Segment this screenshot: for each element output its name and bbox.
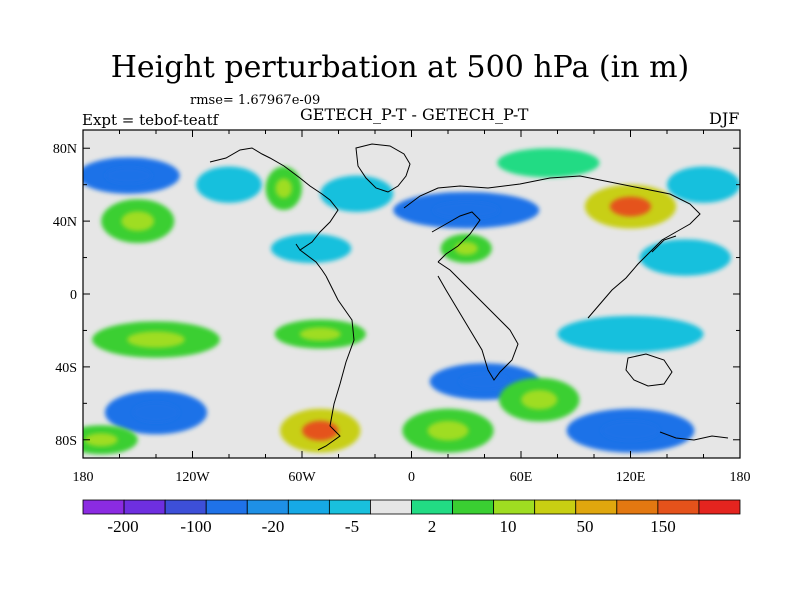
- x-tick-label: 60W: [288, 470, 316, 485]
- anomaly-core: [133, 402, 179, 423]
- x-tick-label: 60E: [510, 470, 533, 485]
- coastline-eurasia: [403, 175, 701, 319]
- colorbar-label: -100: [180, 517, 211, 536]
- colorbar-label: 150: [650, 517, 676, 536]
- chart-title: Height perturbation at 500 hPa (in m): [110, 50, 690, 85]
- anomaly-core: [299, 327, 341, 341]
- colorbar-swatch: [452, 499, 495, 515]
- coastline-central-america: [299, 249, 327, 277]
- anomaly-core: [84, 433, 118, 447]
- anomaly-core: [521, 389, 558, 410]
- chart-subtitle: GETECH_P-T - GETECH_P-T: [300, 105, 529, 124]
- anomaly-region: [639, 239, 731, 276]
- colorbar-swatch: [205, 499, 248, 515]
- colorbar-swatch: [370, 499, 412, 515]
- anomaly-region: [196, 166, 262, 203]
- colorbar-label: 50: [577, 517, 594, 536]
- colorbar-label: -20: [262, 517, 285, 536]
- x-tick-label: 120E: [616, 470, 646, 485]
- anomaly-core: [121, 211, 155, 231]
- colorbar-swatch: [123, 499, 166, 515]
- colorbar-swatch: [287, 499, 330, 515]
- colorbar-swatch: [82, 499, 125, 515]
- colorbar-swatch: [164, 499, 207, 515]
- coastline-japan: [651, 235, 677, 253]
- anomaly-core: [105, 167, 152, 184]
- colorbar-swatch: [616, 499, 659, 515]
- coastline-europe: [431, 211, 481, 263]
- experiment-label: Expt = tebof-teatf: [82, 111, 219, 129]
- anomaly-core: [427, 420, 469, 441]
- coastline-africa: [437, 261, 519, 381]
- anomaly-region: [320, 175, 394, 212]
- colorbar-swatch: [575, 499, 618, 515]
- anomaly-region: [497, 148, 600, 178]
- anomaly-region: [557, 315, 704, 353]
- colorbar: -200 -100 -20 -5 2 10 50 150: [82, 499, 741, 536]
- anomaly-region: [667, 166, 740, 203]
- coastline-south-america: [317, 275, 355, 451]
- anomaly-layer: [83, 148, 740, 455]
- anomaly-core: [302, 420, 339, 441]
- anomaly-core: [454, 241, 478, 256]
- anomaly-core: [275, 178, 292, 199]
- coastlines: [209, 143, 729, 451]
- colorbar-swatch: [698, 499, 741, 515]
- y-tick-label: 80N: [53, 142, 77, 157]
- colorbar-swatch: [657, 499, 700, 515]
- colorbar-label: 2: [428, 517, 437, 536]
- y-tick-label: 40N: [53, 215, 77, 230]
- y-tick-label: 40S: [55, 361, 77, 376]
- colorbar-swatch: [246, 499, 289, 515]
- x-tick-label: 180: [73, 470, 94, 485]
- colorbar-label: -200: [107, 517, 138, 536]
- x-tick-label: 120W: [175, 470, 210, 485]
- season-label: DJF: [709, 109, 740, 128]
- coastline-greenland: [355, 143, 411, 193]
- coastline-australia: [625, 353, 673, 387]
- x-tick-label: 180: [730, 470, 751, 485]
- y-tick-label: 80S: [55, 434, 77, 449]
- anomaly-core: [459, 373, 510, 390]
- anomaly-core: [601, 420, 660, 441]
- colorbar-swatch: [411, 499, 453, 515]
- anomaly-core: [609, 196, 652, 217]
- y-axis: 80N 40N 0 40S 80S: [53, 142, 740, 449]
- rmse-label: rmse= 1.67967e-09: [190, 93, 321, 108]
- anomaly-core: [433, 201, 500, 219]
- colorbar-swatch: [534, 499, 577, 515]
- colorbar-swatch: [328, 499, 371, 515]
- colorbar-swatch: [493, 499, 536, 515]
- y-tick-label: 0: [70, 288, 77, 303]
- colorbar-label: -5: [345, 517, 359, 536]
- x-axis: 180 120W 60W 0 60E 120E 180: [73, 130, 751, 485]
- coastline-north-america: [209, 147, 339, 251]
- anomaly-region: [270, 233, 352, 264]
- anomaly-core: [127, 331, 185, 348]
- colorbar-label: 10: [500, 517, 517, 536]
- x-tick-label: 0: [408, 470, 415, 485]
- coastline-antarctica: [659, 431, 729, 441]
